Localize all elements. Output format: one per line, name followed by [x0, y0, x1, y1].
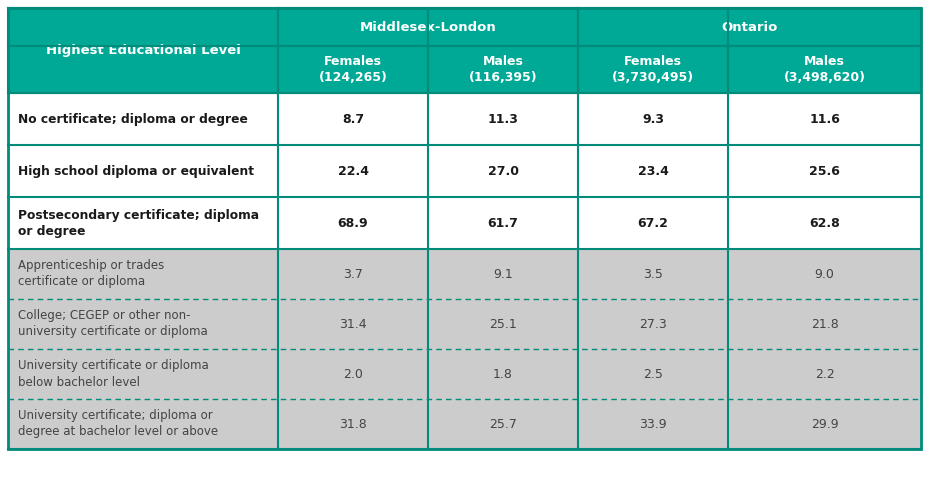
Text: 11.3: 11.3: [487, 113, 518, 126]
Text: 23.4: 23.4: [638, 164, 669, 178]
Text: 31.8: 31.8: [339, 417, 366, 431]
Bar: [428, 349, 578, 399]
Text: 68.9: 68.9: [338, 216, 368, 229]
Text: 21.8: 21.8: [811, 317, 838, 330]
Bar: [278, 349, 428, 399]
Bar: [278, 249, 428, 299]
Bar: [428, 145, 578, 197]
Text: College; CEGEP or other non-
university certificate or diploma: College; CEGEP or other non- university …: [18, 309, 207, 339]
Bar: [578, 349, 728, 399]
Text: 9.0: 9.0: [815, 268, 834, 281]
Bar: [8, 249, 278, 299]
Text: Males
(116,395): Males (116,395): [469, 55, 538, 84]
Bar: [428, 197, 578, 249]
Bar: [278, 93, 428, 145]
Text: No certificate; diploma or degree: No certificate; diploma or degree: [18, 113, 248, 126]
Text: Highest Educational Level: Highest Educational Level: [46, 44, 241, 57]
Text: 3.5: 3.5: [643, 268, 663, 281]
Text: 33.9: 33.9: [639, 417, 667, 431]
Text: 61.7: 61.7: [487, 216, 518, 229]
Bar: [728, 299, 921, 349]
Text: Males
(3,498,620): Males (3,498,620): [783, 55, 866, 84]
Text: University certificate; diploma or
degree at bachelor level or above: University certificate; diploma or degre…: [18, 409, 219, 439]
Bar: [578, 46, 728, 93]
Text: 2.2: 2.2: [815, 368, 834, 380]
Text: 29.9: 29.9: [811, 417, 838, 431]
Bar: [8, 299, 278, 349]
Text: 25.6: 25.6: [809, 164, 840, 178]
Bar: [428, 299, 578, 349]
Text: 27.3: 27.3: [639, 317, 667, 330]
Text: University certificate or diploma
below bachelor level: University certificate or diploma below …: [18, 360, 208, 388]
Bar: [728, 349, 921, 399]
Text: 9.3: 9.3: [642, 113, 664, 126]
Bar: [8, 349, 278, 399]
Bar: [578, 145, 728, 197]
Bar: [428, 46, 578, 93]
Bar: [278, 197, 428, 249]
Text: 8.7: 8.7: [342, 113, 364, 126]
Text: 1.8: 1.8: [493, 368, 513, 380]
Bar: [278, 299, 428, 349]
Bar: [278, 145, 428, 197]
Bar: [728, 93, 921, 145]
Bar: [278, 8, 578, 46]
Text: 11.6: 11.6: [809, 113, 840, 126]
Bar: [728, 399, 921, 449]
Bar: [8, 197, 278, 249]
Bar: [8, 93, 278, 145]
Text: 9.1: 9.1: [493, 268, 512, 281]
Text: Ontario: Ontario: [722, 21, 777, 34]
Text: Females
(3,730,495): Females (3,730,495): [612, 55, 694, 84]
Text: Middlesex-London: Middlesex-London: [360, 21, 497, 34]
Text: 27.0: 27.0: [487, 164, 519, 178]
Bar: [428, 249, 578, 299]
Text: Postsecondary certificate; diploma
or degree: Postsecondary certificate; diploma or de…: [18, 209, 259, 237]
Bar: [278, 46, 428, 93]
Bar: [278, 399, 428, 449]
Text: 62.8: 62.8: [809, 216, 840, 229]
Text: Females
(124,265): Females (124,265): [319, 55, 388, 84]
Text: 67.2: 67.2: [638, 216, 669, 229]
Bar: [578, 299, 728, 349]
Bar: [728, 197, 921, 249]
Bar: [578, 93, 728, 145]
Bar: [8, 399, 278, 449]
Bar: [8, 145, 278, 197]
Text: High school diploma or equivalent: High school diploma or equivalent: [18, 164, 254, 178]
Bar: [728, 46, 921, 93]
Bar: [578, 8, 921, 46]
Bar: [578, 249, 728, 299]
Text: 22.4: 22.4: [338, 164, 368, 178]
Bar: [428, 93, 578, 145]
Text: 2.0: 2.0: [343, 368, 363, 380]
Bar: [728, 145, 921, 197]
Text: 3.7: 3.7: [343, 268, 363, 281]
Bar: [728, 249, 921, 299]
Text: 25.1: 25.1: [489, 317, 517, 330]
Bar: [8, 8, 278, 93]
Bar: [428, 399, 578, 449]
Bar: [8, 8, 921, 449]
Text: 31.4: 31.4: [339, 317, 366, 330]
Text: 2.5: 2.5: [643, 368, 663, 380]
Bar: [578, 197, 728, 249]
Bar: [578, 399, 728, 449]
Text: Apprenticeship or trades
certificate or diploma: Apprenticeship or trades certificate or …: [18, 260, 165, 289]
Text: 25.7: 25.7: [489, 417, 517, 431]
